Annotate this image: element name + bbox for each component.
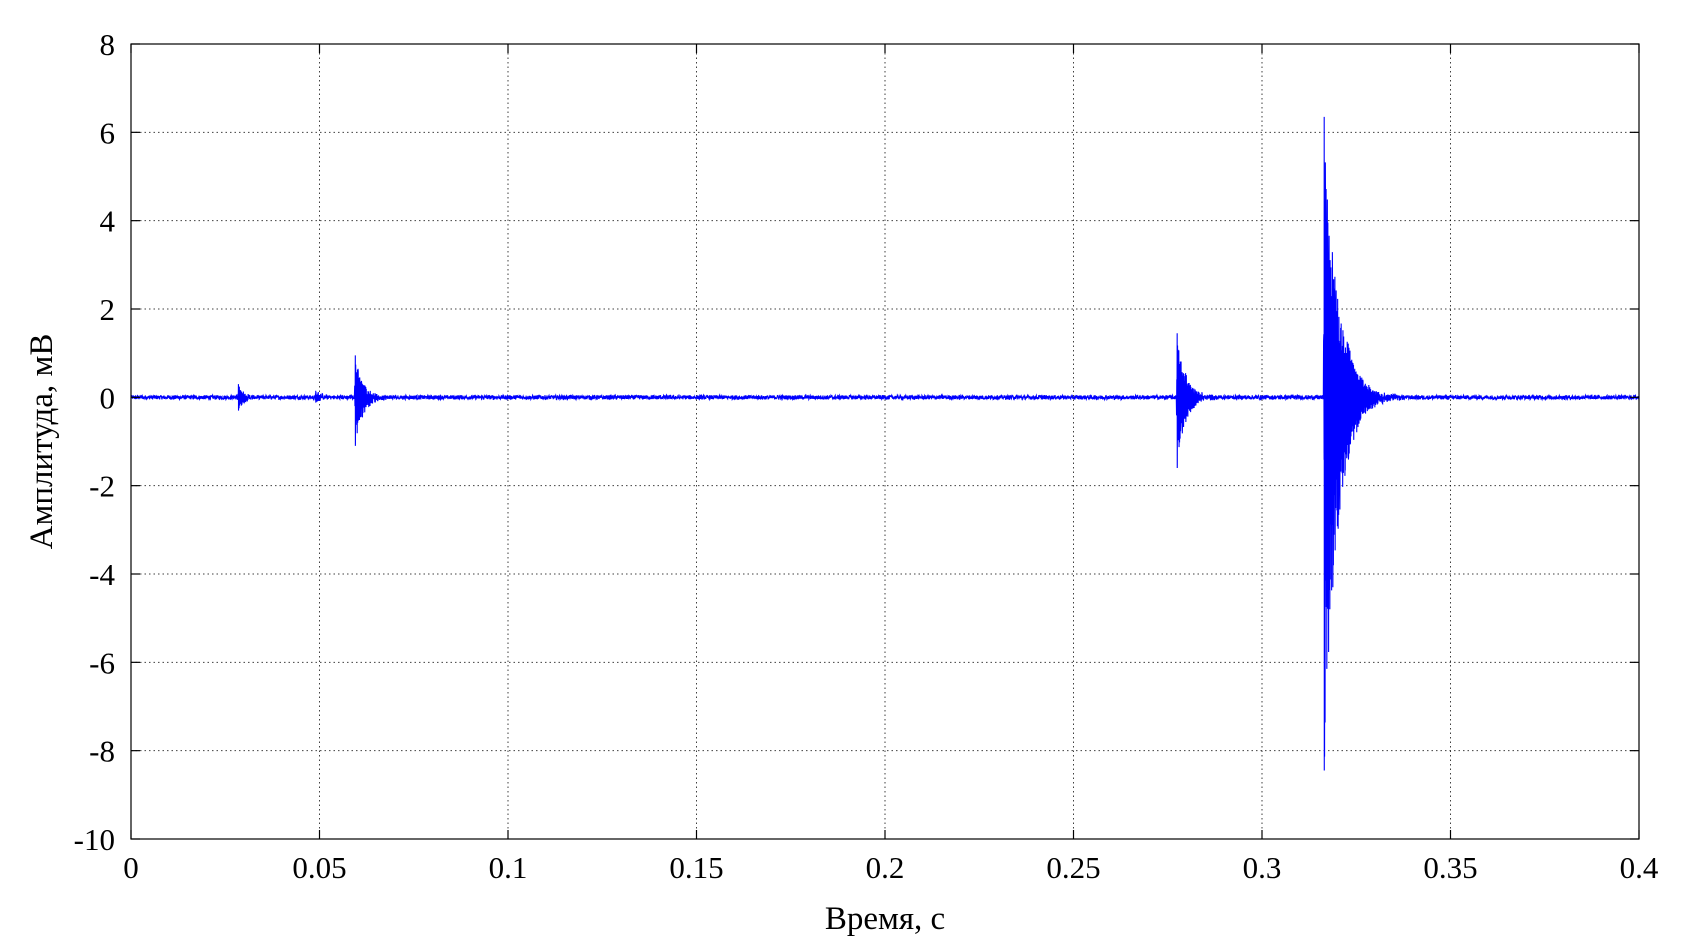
x-tick-labels: 0 0.05 0.1 0.15 0.2 0.25 0.3 0.35 0.4: [123, 850, 1659, 885]
x-tick-label: 0.3: [1243, 850, 1282, 885]
y-tick-label: -4: [89, 557, 115, 592]
y-tick-label: 8: [100, 27, 116, 62]
y-tick-label: -10: [74, 822, 115, 857]
x-tick-label: 0.4: [1620, 850, 1659, 885]
x-tick-label: 0.1: [489, 850, 528, 885]
x-tick-label: 0.05: [292, 850, 346, 885]
y-tick-label: 2: [100, 292, 116, 327]
ticks: [130, 43, 1640, 840]
x-tick-label: 0.15: [669, 850, 723, 885]
series-layer: [130, 116, 1640, 771]
x-axis-label: Время, с: [825, 901, 945, 937]
x-tick-label: 0.35: [1423, 850, 1477, 885]
y-tick-label: -6: [89, 645, 115, 680]
y-tick-labels: 8 6 4 2 0 -2 -4 -6 -8 -10: [74, 27, 116, 857]
x-tick-label: 0.2: [866, 850, 905, 885]
grid: [131, 44, 1639, 839]
x-tick-label: 0: [123, 850, 139, 885]
y-tick-label: -8: [89, 734, 115, 769]
y-tick-label: -2: [89, 469, 115, 504]
x-tick-label: 0.25: [1046, 850, 1100, 885]
y-axis-label: Амплитуда, мВ: [24, 334, 60, 550]
y-tick-label: 6: [100, 115, 116, 150]
y-tick-label: 0: [100, 380, 116, 415]
y-tick-label: 4: [100, 204, 116, 239]
series-line: [130, 116, 1640, 771]
